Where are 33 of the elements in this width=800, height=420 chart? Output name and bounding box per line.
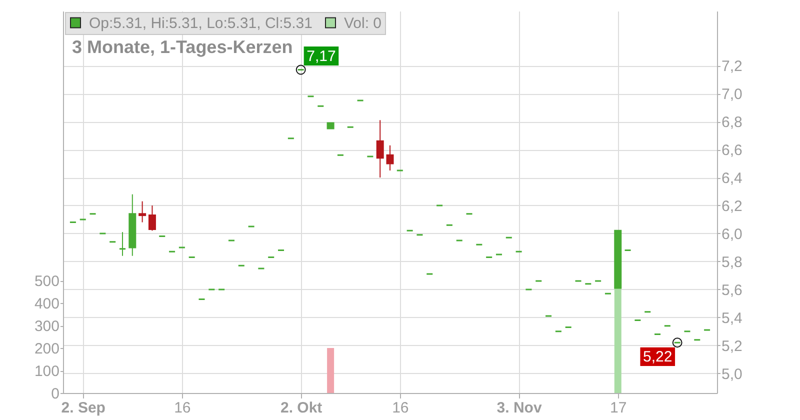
x-tick-label: 3. Nov [496, 400, 542, 416]
annotation: 5,22 [643, 348, 672, 366]
y-tick-label: 6,8 [722, 114, 742, 132]
x-tick-label: 17 [610, 400, 627, 416]
x-tick-label: 2. Okt [280, 400, 322, 416]
y2-tick-label: 400 [34, 296, 60, 313]
y-tick-label: 6,0 [722, 226, 742, 243]
text: 3 Monate, 1-Tages-Kerzen [72, 37, 293, 57]
annotation: 7,17 [306, 48, 336, 65]
y-tick-label: 5,4 [722, 310, 742, 327]
y-tick-label: 5,0 [722, 366, 742, 383]
y-tick-label: 6,4 [722, 170, 742, 188]
y-tick-label: 6,6 [722, 142, 742, 160]
y2-tick-label: 100 [34, 363, 60, 380]
y-tick-label: 7,0 [722, 86, 742, 104]
y2-tick-label: 200 [34, 340, 60, 358]
x-tick-label: 16 [174, 400, 191, 416]
candlestick [118, 232, 126, 256]
y2-tick-label: 0 [51, 386, 60, 402]
legend-label: Op:5.31, Hi:5.31, Lo:5.31, Cl:5.31 [89, 14, 312, 32]
candlestick [386, 144, 394, 172]
candlestick [138, 200, 146, 223]
candlestick [326, 122, 334, 130]
legend-label: Vol: 0 [344, 14, 382, 32]
y-tick-label: 5,6 [722, 282, 742, 299]
y-tick-label: 7,2 [722, 58, 742, 76]
y-tick-label: 5,2 [722, 338, 742, 355]
y2-tick-label: 500 [34, 273, 60, 290]
x-tick-label: 2. Sep [61, 400, 106, 416]
x-tick-label: 16 [392, 400, 409, 416]
y2-tick-label: 300 [34, 318, 60, 336]
y-tick-label: 6,2 [722, 198, 742, 215]
y-tick-label: 5,8 [722, 254, 742, 271]
